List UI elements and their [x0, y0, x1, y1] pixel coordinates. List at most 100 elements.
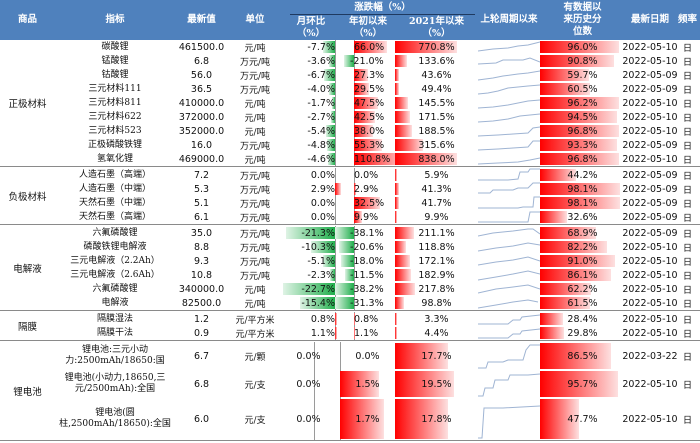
latest-date-text: 2022-05-09 — [622, 169, 678, 181]
mom-change: 2.9% — [282, 182, 341, 196]
ytd-change: 55.3% — [335, 138, 395, 152]
table-row[interactable]: 三元电解液（2.6Ah） 10.8 万元/吨 -2.3% -11.5% 182.9% 86.… — [0, 268, 700, 282]
table-row[interactable]: 人造石墨（中端） 5.3 万元/吨 2.9% 2.9% 41.3% 98.1% 2022-05… — [0, 182, 700, 196]
header-since-cycle[interactable]: 上轮周期以来 — [480, 14, 538, 25]
percentile-databar — [540, 111, 618, 123]
latest-date-text: 2022-05-10 — [622, 327, 678, 339]
table-row[interactable]: 锂电池:三元小动力:2500mAh/18650:国 6.7 元/颗 0.0% 0.0% 1… — [0, 342, 700, 370]
indicator-name-text: 三元材料523 — [88, 125, 142, 136]
table-row[interactable]: 天然石墨（中端） 5.1 万元/吨 0.0% 32.5% 41.7% 98.1% 2022-0… — [0, 196, 700, 210]
latest-value-text: 352000.0 — [178, 125, 225, 137]
mom-change-text: -5.1% — [307, 255, 335, 267]
header-indicator[interactable]: 指标 — [105, 14, 125, 25]
mom-change-text: -4.0% — [307, 83, 335, 95]
ytd-change-text: -31.3% — [350, 297, 384, 309]
mom-change-text: -3.6% — [307, 55, 335, 67]
history-percentile: 82.2% — [540, 240, 625, 254]
header-since2021[interactable]: 2021年以来 （%） — [395, 15, 478, 40]
indicator-name-text: 锂电池(圆柱,2500mAh/18650):全国 — [59, 408, 171, 429]
mom-databar — [328, 83, 335, 95]
ytd-change: 0.8% — [335, 312, 395, 326]
indicator-name: 隔膜干法 — [55, 326, 175, 340]
indicator-name-text: 锂电池:三元小动力:2500mAh/18650:国 — [65, 345, 165, 366]
since-cycle-sparkline — [478, 312, 540, 326]
mom-change: -5.1% — [282, 254, 335, 268]
since2021-databar — [395, 297, 404, 309]
sparkline-chart — [478, 196, 540, 209]
indicator-name-text: 天然石墨（中端） — [78, 197, 151, 208]
latest-date: 2022-05-10 — [622, 296, 677, 310]
table-row[interactable]: 电解液 82500.0 元/吨 -15.4% -31.3% 98.8% 61.5% 2022-… — [0, 296, 700, 310]
table-row[interactable]: 锂电池(小动力,18650,三元/2500mAh):全国 6.8 元/支 0.0% 1.… — [0, 370, 700, 398]
table-row[interactable]: 磷酸铁锂电解液 8.8 万元/吨 -10.3% -20.6% 118.8% 82.2% 202… — [0, 240, 700, 254]
unit-text: 元/吨 — [244, 43, 266, 54]
mom-change: -7.7% — [282, 40, 335, 54]
since-cycle-sparkline — [478, 152, 540, 166]
table-row[interactable]: 三元电解液（2.2Ah） 9.3 万元/吨 -5.1% -18.0% 172.1% 91.0… — [0, 254, 700, 268]
table-row[interactable]: 正极磷酸铁锂 16.0 万元/吨 -4.8% 55.3% 315.6% 93.3% 2022-… — [0, 138, 700, 152]
header-latest-date[interactable]: 最新日期 — [630, 14, 669, 25]
ytd-change-text: 0.8% — [354, 313, 379, 325]
since-cycle-sparkline — [478, 398, 540, 440]
ytd-databar — [345, 269, 354, 281]
ytd-change: -38.2% — [335, 282, 395, 296]
table-row[interactable]: 碳酸锂 461500.0 元/吨 -7.7% 66.0% 770.8% 96.0% 2022-… — [0, 40, 700, 54]
mom-change-text: -21.3% — [301, 227, 335, 239]
table-row[interactable]: 六氟磷酸锂 35.0 万元/吨 -21.3% -38.1% 211.1% 68.9% 2022… — [0, 226, 700, 240]
table-row[interactable]: 六氟磷酸锂 340000.0 元/吨 -22.7% -38.2% 217.8% 62.2% 2… — [0, 282, 700, 296]
ytd-databar — [354, 197, 380, 209]
percentile-databar — [540, 255, 615, 267]
table-row[interactable]: 人造石墨（高端） 7.2 万元/吨 0.0% 0.0% 5.9% 44.2% 2022-05-… — [0, 168, 700, 182]
ytd-change: 1.7% — [340, 398, 395, 440]
latest-date-text: 2022-05-10 — [622, 153, 678, 165]
indicator-name-text: 钴酸锂 — [101, 69, 129, 80]
table-row[interactable]: 三元材料622 372000.0 元/吨 -2.7% 42.5% 171.5% 94.5% 2… — [0, 110, 700, 124]
table-row[interactable]: 锰酸锂 6.8 万元/吨 -3.6% -21.0% 133.6% 90.8% 2022-05-… — [0, 54, 700, 68]
unit-text: 万元/吨 — [239, 171, 271, 182]
since-cycle-sparkline — [478, 240, 540, 254]
unit-text: 万元/吨 — [239, 185, 271, 196]
since2021-change: 211.1% — [395, 226, 478, 240]
table-row[interactable]: 隔膜干法 0.9 元/平方米 1.1% 1.1% 4.4% 29.8% 2022-05-10 日 — [0, 326, 700, 340]
header-latest-value[interactable]: 最新值 — [187, 14, 216, 25]
header-unit[interactable]: 单位 — [245, 14, 265, 25]
since2021-change: 770.8% — [395, 40, 478, 54]
ytd-change-text: 2.9% — [354, 183, 379, 195]
header-percentile[interactable]: 有数据以 来历史分 位数 — [540, 0, 625, 40]
table-row[interactable]: 锂电池(圆柱,2500mAh/18650):全国 6.0 元/支 0.0% 1.7% 17… — [0, 398, 700, 440]
header-frequency[interactable]: 频率 — [677, 14, 697, 25]
latest-date: 2022-05-09 — [622, 210, 677, 224]
history-percentile-text: 28.4% — [567, 313, 598, 325]
unit-text: 元/吨 — [244, 155, 266, 166]
latest-value: 10.8 — [175, 268, 228, 282]
unit-text: 万元/吨 — [239, 243, 271, 254]
history-percentile: 60.5% — [540, 82, 625, 96]
header-mom[interactable]: 月环比 （%） — [282, 15, 340, 40]
table-row[interactable]: 天然石墨（高端） 6.1 万元/吨 0.0% 9.9% 9.9% 32.6% 2022-05-… — [0, 210, 700, 224]
sparkline-chart — [478, 328, 540, 339]
header-ytd[interactable]: 年初以来 （%） — [338, 15, 398, 40]
table-row[interactable]: 氢氧化锂 469000.0 元/吨 -4.6% 110.8% 838.0% 96.8% 202… — [0, 152, 700, 166]
percentile-databar — [540, 97, 619, 109]
history-percentile: 47.7% — [540, 398, 625, 440]
sparkline-chart — [478, 140, 540, 151]
indicator-name-text: 三元材料622 — [88, 111, 142, 122]
percentile-databar — [540, 69, 589, 81]
history-percentile-text: 47.7% — [567, 413, 598, 425]
indicator-name: 锂电池(小动力,18650,三元/2500mAh):全国 — [55, 370, 175, 398]
ytd-change-text: 32.5% — [354, 197, 385, 209]
frequency-text: 日 — [682, 229, 692, 240]
table-row[interactable]: 三元材料811 410000.0 元/吨 -1.7% 47.5% 145.5% 96.2% 2… — [0, 96, 700, 110]
table-row[interactable]: 隔膜湿法 1.2 元/平方米 0.8% 0.8% 3.3% 28.4% 2022-05-10 日 — [0, 312, 700, 326]
unit-text: 元/支 — [244, 380, 266, 391]
latest-value: 6.7 — [175, 342, 228, 370]
header-product[interactable]: 商品 — [17, 14, 37, 25]
table-row[interactable]: 钴酸锂 56.0 万元/吨 -6.7% 27.3% 43.6% 59.7% 2022-05-0… — [0, 68, 700, 82]
history-percentile: 29.8% — [540, 326, 625, 340]
latest-date-text: 2022-05-09 — [622, 83, 678, 95]
unit-text: 元/吨 — [244, 127, 266, 138]
latest-value-text: 8.8 — [193, 241, 210, 253]
table-row[interactable]: 三元材料523 352000.0 元/吨 -5.4% 38.0% 188.5% 96.8% 2… — [0, 124, 700, 138]
mom-change-text: 0.8% — [310, 313, 335, 325]
table-row[interactable]: 三元材料111 36.5 万元/吨 -4.0% 29.5% 49.4% 60.5% 2022-… — [0, 82, 700, 96]
